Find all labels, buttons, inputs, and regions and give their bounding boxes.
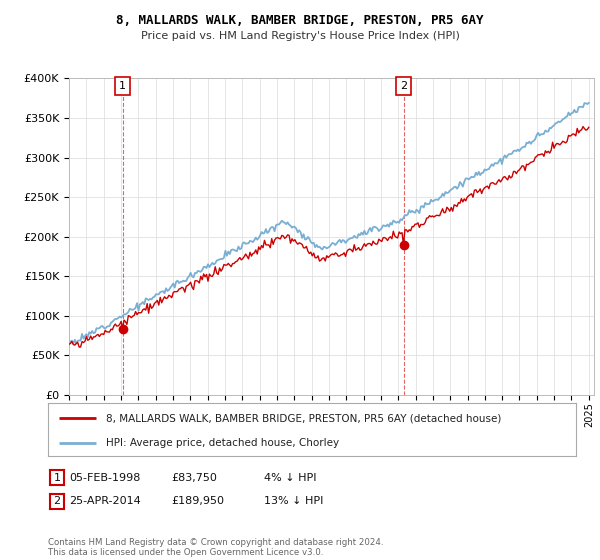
Text: 1: 1: [119, 81, 126, 91]
Text: Contains HM Land Registry data © Crown copyright and database right 2024.
This d: Contains HM Land Registry data © Crown c…: [48, 538, 383, 557]
Text: Price paid vs. HM Land Registry's House Price Index (HPI): Price paid vs. HM Land Registry's House …: [140, 31, 460, 41]
Text: HPI: Average price, detached house, Chorley: HPI: Average price, detached house, Chor…: [106, 438, 339, 448]
Text: £189,950: £189,950: [171, 496, 224, 506]
Text: 25-APR-2014: 25-APR-2014: [69, 496, 141, 506]
Text: 4% ↓ HPI: 4% ↓ HPI: [264, 473, 317, 483]
Text: 05-FEB-1998: 05-FEB-1998: [69, 473, 140, 483]
Text: 1: 1: [53, 473, 61, 483]
Text: 13% ↓ HPI: 13% ↓ HPI: [264, 496, 323, 506]
Text: 2: 2: [53, 496, 61, 506]
Text: 2: 2: [400, 81, 407, 91]
Text: £83,750: £83,750: [171, 473, 217, 483]
Text: 8, MALLARDS WALK, BAMBER BRIDGE, PRESTON, PR5 6AY (detached house): 8, MALLARDS WALK, BAMBER BRIDGE, PRESTON…: [106, 413, 502, 423]
Text: 8, MALLARDS WALK, BAMBER BRIDGE, PRESTON, PR5 6AY: 8, MALLARDS WALK, BAMBER BRIDGE, PRESTON…: [116, 14, 484, 27]
